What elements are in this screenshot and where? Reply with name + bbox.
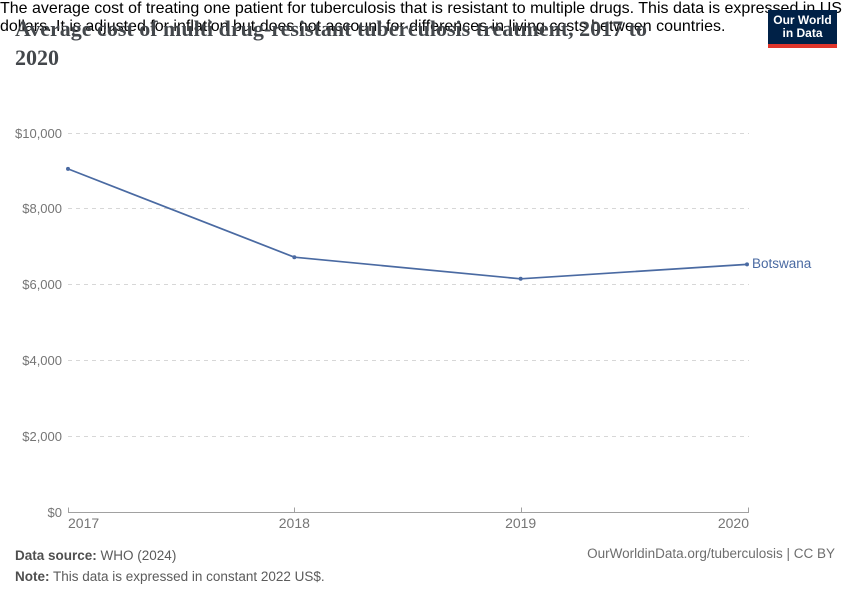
owid-logo: Our World in Data — [768, 10, 837, 48]
chart-subtitle-line2: dollars. It is adjusted for inflation bu… — [0, 18, 726, 35]
x-tick-label: 2019 — [505, 515, 536, 531]
data-line-botswana — [67, 168, 748, 280]
chart-title: Average cost of multi drug-resistant tub… — [15, 14, 755, 72]
data-point — [66, 166, 70, 171]
credit-link[interactable]: OurWorldinData.org/tuberculosis | CC BY — [587, 546, 835, 561]
data-source-label: Data source: — [15, 548, 97, 563]
chart-title-line1: Average cost of multi drug-resistant tub… — [15, 16, 647, 41]
x-tick-label: 2020 — [718, 515, 749, 531]
y-tick-label: $2,000 — [22, 429, 62, 444]
x-tick-label: 2018 — [279, 515, 310, 531]
line-chart: $0 $2,000 $4,000 $6,000 $8,000 $10,000 2017 201… — [15, 126, 749, 531]
data-point — [292, 255, 297, 260]
data-point — [518, 276, 523, 281]
series-label-botswana[interactable]: Botswana — [752, 256, 812, 272]
note-line: Note: This data is expressed in constant… — [15, 566, 325, 587]
y-tick-label: $0 — [48, 505, 62, 520]
y-tick-label: $6,000 — [22, 277, 62, 292]
y-tick-label: $10,000 — [15, 126, 62, 141]
data-source-line: Data source: WHO (2024) — [15, 545, 325, 566]
x-tick-label: 2017 — [68, 515, 99, 531]
y-tick-label: $8,000 — [22, 201, 62, 216]
data-point — [745, 262, 749, 267]
y-tick-label: $4,000 — [22, 353, 62, 368]
chart-subtitle-line1: The average cost of treating one patient… — [0, 0, 842, 17]
owid-logo-line2: in Data — [782, 26, 823, 40]
note-value: This data is expressed in constant 2022 … — [53, 569, 325, 584]
data-source-value: WHO (2024) — [100, 548, 177, 563]
chart-title-line2: 2020 — [15, 45, 59, 70]
note-label: Note: — [15, 569, 50, 584]
owid-logo-line1: Our World — [773, 12, 832, 27]
chart-footer: Data source: WHO (2024) Note: This data … — [15, 545, 325, 587]
